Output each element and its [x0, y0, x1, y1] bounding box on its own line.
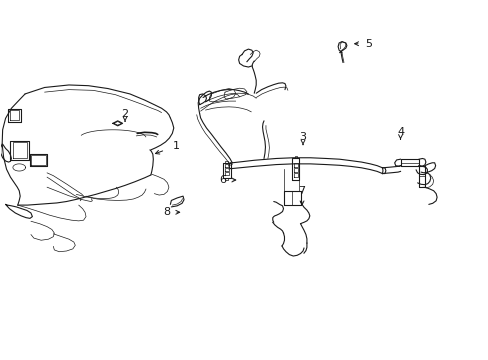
Text: 7: 7 — [298, 186, 305, 197]
Text: 5: 5 — [365, 39, 371, 49]
Text: 8: 8 — [163, 207, 170, 217]
Text: 4: 4 — [396, 127, 403, 136]
Text: 6: 6 — [219, 175, 225, 185]
Text: 1: 1 — [172, 141, 180, 151]
Text: 2: 2 — [121, 109, 128, 119]
Text: 3: 3 — [299, 132, 306, 142]
